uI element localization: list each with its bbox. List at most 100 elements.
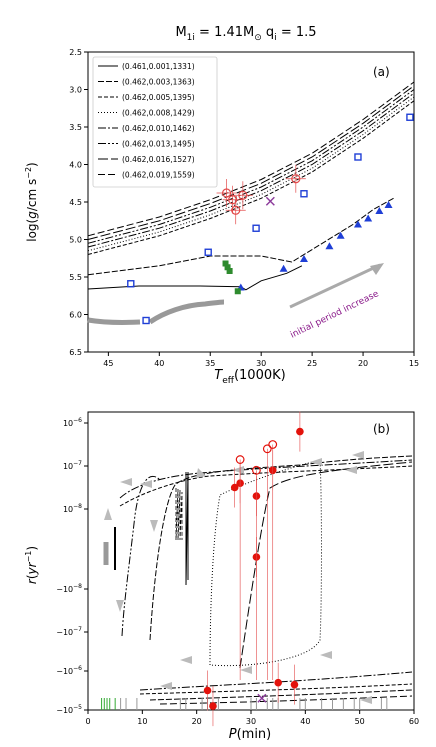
panel-a-series	[87, 81, 415, 291]
red-open-circle-marker	[238, 190, 248, 200]
purple-cross-marker	[257, 693, 267, 703]
x-tick-label: 20	[358, 359, 368, 368]
panel-b-label: (b)	[373, 422, 390, 436]
series-line-1	[87, 197, 394, 276]
y-tick-label: 10−6	[63, 417, 82, 428]
panel-a: initial period increase (0.461,0.001,133…	[24, 48, 419, 386]
panel-a-x-ticks: 45 40 35 30 25 20 15	[103, 352, 419, 368]
panel-b-markers	[203, 411, 304, 727]
legend-entry: (0.462,0.005,1395)	[122, 93, 195, 102]
gray-arrow	[345, 466, 357, 474]
gray-arrow	[120, 478, 132, 486]
panel-a-legend: (0.461,0.001,1331) (0.462,0.003,1363) (0.4…	[92, 56, 218, 188]
blue-triangle-marker	[299, 255, 308, 262]
y-tick-label: −10−5	[56, 704, 82, 715]
series-line-4	[87, 92, 415, 248]
b-curve-3	[149, 455, 413, 641]
gray-arrow	[310, 458, 322, 466]
gray-arrow	[240, 666, 252, 674]
y-tick-label: −10−6	[56, 665, 82, 676]
green-square-marker	[224, 264, 231, 271]
green-square-marker	[226, 268, 233, 274]
legend-box	[92, 56, 218, 188]
period-increase-annotation: initial period increase	[289, 289, 381, 341]
green-square-marker	[234, 288, 241, 295]
blue-square-marker	[127, 280, 135, 288]
legend-entry: (0.462,0.008,1429)	[122, 109, 195, 118]
panel-b-curves	[103, 455, 413, 705]
b-low-4	[159, 695, 413, 705]
b-low-1	[139, 671, 413, 691]
red-filled-circle-marker	[203, 686, 212, 695]
panel-b-rug-ticks	[101, 698, 388, 710]
blue-square-marker	[354, 153, 362, 161]
red-filled-circle-marker	[274, 678, 282, 687]
red-open-circle-marker	[262, 444, 272, 454]
gray-track-2	[148, 299, 225, 325]
y-tick-label: 6.5	[69, 348, 82, 357]
y-tick-label: 3.0	[69, 86, 82, 95]
b-curve-6	[121, 475, 161, 637]
legend-entry: (0.462,0.016,1527)	[122, 155, 195, 164]
b-curve-2	[119, 465, 413, 507]
x-tick-label: 40	[300, 717, 310, 726]
gray-arrow	[320, 651, 332, 659]
legend-entry: (0.462,0.019,1559)	[122, 171, 195, 180]
x-tick-label: 45	[103, 359, 113, 368]
gray-arrow	[116, 600, 124, 612]
blue-square-marker	[204, 248, 212, 256]
red-filled-circle-marker	[230, 483, 239, 492]
blue-triangle-marker	[375, 207, 384, 214]
y-tick-label: 3.5	[69, 123, 82, 132]
gray-arrow	[104, 508, 112, 520]
gray-arrow	[160, 682, 172, 690]
x-tick-label: 30	[246, 717, 256, 726]
gray-arrow	[360, 696, 372, 704]
panel-a-y-label: log(g/cm s−2)	[24, 162, 39, 242]
period-increase-arrow	[289, 263, 381, 309]
red-open-circle-marker	[221, 188, 232, 198]
panel-a-markers	[127, 113, 414, 325]
b-curve-5	[239, 461, 413, 669]
series-line-7	[87, 81, 415, 237]
gray-arrow	[352, 451, 364, 459]
figure-title: M1i = 1.41M⊙ qi = 1.5	[175, 25, 316, 43]
y-tick-label: 4.0	[69, 161, 82, 170]
panel-a-label: (a)	[373, 65, 390, 79]
red-open-circle-marker	[252, 465, 261, 475]
blue-square-marker	[142, 316, 150, 325]
series-line-5	[87, 89, 415, 244]
panel-a-x-label: Teff(1000K)	[214, 368, 285, 386]
series-line-6	[87, 85, 415, 240]
x-tick-label: 50	[355, 717, 365, 726]
y-tick-label: 5.5	[69, 273, 82, 282]
legend-entry: (0.462,0.013,1495)	[122, 140, 195, 149]
panel-b-x-ticks: 0 10 20 30 40 50 60	[85, 710, 419, 726]
b-spike-2	[185, 471, 189, 586]
blue-triangle-marker	[353, 220, 362, 228]
legend-entry: (0.461,0.001,1331)	[122, 62, 195, 71]
panel-b-y-ticks: −10−5 −10−6 −10−7 −10−8 10−8 10−7 10−6	[56, 417, 88, 715]
series-line-3	[87, 96, 415, 252]
blue-square-marker	[406, 113, 414, 121]
panel-b: (b) 0 10 20 30 40 50 60 −10−5 −10−6 −10−7 −10−8 10…	[24, 411, 419, 742]
panel-b-arrows	[104, 451, 372, 704]
y-tick-label: −10−8	[56, 583, 82, 594]
blue-triangle-marker	[384, 201, 393, 208]
b-curve-1	[119, 459, 413, 499]
y-tick-label: 2.5	[69, 48, 82, 57]
gray-arrow	[140, 480, 152, 488]
red-filled-circle-marker	[209, 702, 217, 710]
x-tick-label: 20	[192, 717, 202, 726]
red-open-circle-marker	[268, 440, 278, 449]
x-tick-label: 25	[307, 359, 317, 368]
series-line-0	[87, 265, 303, 291]
panel-b-y-label: r(yr−1)	[24, 546, 39, 584]
x-tick-label: 0	[85, 717, 90, 726]
b-low-2	[139, 683, 413, 695]
green-square-marker	[222, 260, 229, 267]
b-spike-1	[175, 488, 183, 541]
red-open-circle-marker	[235, 455, 245, 464]
blue-triangle-marker	[336, 231, 345, 239]
